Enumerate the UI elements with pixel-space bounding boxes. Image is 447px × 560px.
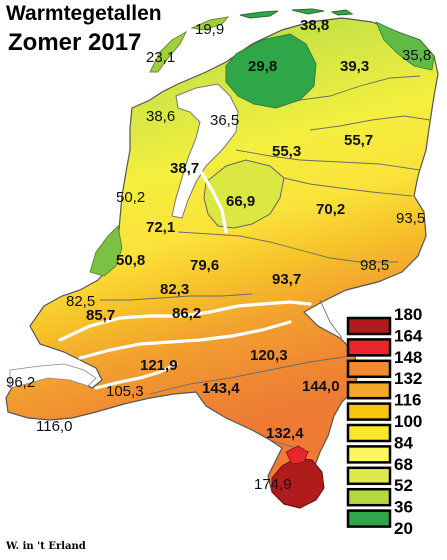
- map-credit: W. in 't Erland: [6, 541, 86, 552]
- station-label: 35,8: [402, 47, 431, 64]
- zeeland-water: [9, 363, 97, 389]
- station-label: 120,3: [250, 347, 288, 364]
- legend-swatch: [346, 380, 392, 400]
- legend-tick-label: 20: [394, 519, 413, 538]
- legend-tick-label: 84: [394, 433, 413, 452]
- legend-swatch: [346, 423, 392, 443]
- station-label: 82,5: [66, 293, 95, 310]
- legend: 180 164 148 132 116 100 84 68 52 36 20: [346, 305, 423, 538]
- legend-tick-label: 148: [394, 348, 422, 367]
- legend-swatch: [346, 487, 392, 507]
- station-label: 93,7: [272, 271, 301, 288]
- legend-tick-label: 164: [394, 326, 423, 345]
- legend-swatch: [346, 338, 392, 357]
- legend-tick-label: 116: [394, 391, 421, 410]
- station-label: 29,8: [248, 58, 277, 75]
- station-label: 121,9: [140, 357, 178, 374]
- station-label: 38,6: [146, 108, 175, 125]
- legend-swatch: [346, 316, 392, 336]
- station-label: 66,9: [226, 193, 255, 210]
- station-label: 72,1: [146, 219, 175, 236]
- station-label: 38,7: [170, 160, 199, 177]
- station-label: 144,0: [302, 378, 340, 395]
- station-label: 86,2: [172, 305, 201, 322]
- station-label: 50,8: [116, 252, 145, 269]
- legend-tick-label: 132: [394, 369, 422, 388]
- south-limburg-red: [285, 445, 309, 465]
- station-label: 23,1: [146, 49, 175, 66]
- station-label: 82,3: [160, 281, 189, 298]
- legend-tick-label: 52: [394, 476, 413, 495]
- south-limburg-hotspot: [271, 457, 325, 509]
- legend-tick-label: 68: [394, 455, 413, 474]
- legend-swatch: [346, 445, 392, 464]
- green-zone-northeast: [375, 21, 435, 71]
- station-label: 93,5: [396, 210, 425, 227]
- legend-swatch: [346, 466, 392, 486]
- station-label: 36,5: [210, 112, 239, 129]
- province-borders: [100, 75, 431, 453]
- wadden-islands: [149, 8, 354, 73]
- legend-swatch: [346, 509, 392, 528]
- station-labels: 19,9 38,8 23,1 29,8 39,3 35,8 38,6 36,5 …: [6, 17, 431, 493]
- station-label: 50,2: [116, 189, 145, 206]
- station-label: 132,4: [266, 425, 304, 442]
- station-label: 19,9: [195, 21, 224, 38]
- station-label: 85,7: [86, 307, 115, 324]
- legend-tick-label: 180: [394, 305, 422, 324]
- legend-swatch: [346, 359, 392, 379]
- station-label: 96,2: [6, 374, 35, 391]
- station-label: 55,7: [344, 132, 373, 149]
- station-label: 143,4: [202, 380, 240, 397]
- legend-tick-label: 100: [394, 412, 422, 431]
- station-label: 116,0: [36, 418, 72, 435]
- legend-swatch: [346, 402, 392, 421]
- map-title: Warmtegetallen: [6, 2, 162, 25]
- rivers: [58, 168, 312, 390]
- legend-tick-label: 36: [394, 498, 413, 517]
- station-label: 38,8: [300, 17, 329, 34]
- legend-ticks: 180 164 148 132 116 100 84 68 52 36 20: [394, 305, 423, 538]
- flevoland: [203, 159, 285, 229]
- station-label: 70,2: [316, 201, 345, 218]
- station-label: 55,3: [272, 143, 301, 160]
- station-label: 79,6: [190, 257, 219, 274]
- legend-bars: [346, 316, 392, 528]
- station-label: 98,5: [360, 257, 389, 274]
- station-label: 39,3: [340, 58, 369, 75]
- ijsselmeer: [171, 83, 239, 219]
- green-zone-coast: [89, 225, 123, 277]
- station-label: 174,9: [254, 476, 292, 493]
- map-subtitle: Zomer 2017: [8, 29, 142, 56]
- station-label: 105,3: [106, 383, 144, 400]
